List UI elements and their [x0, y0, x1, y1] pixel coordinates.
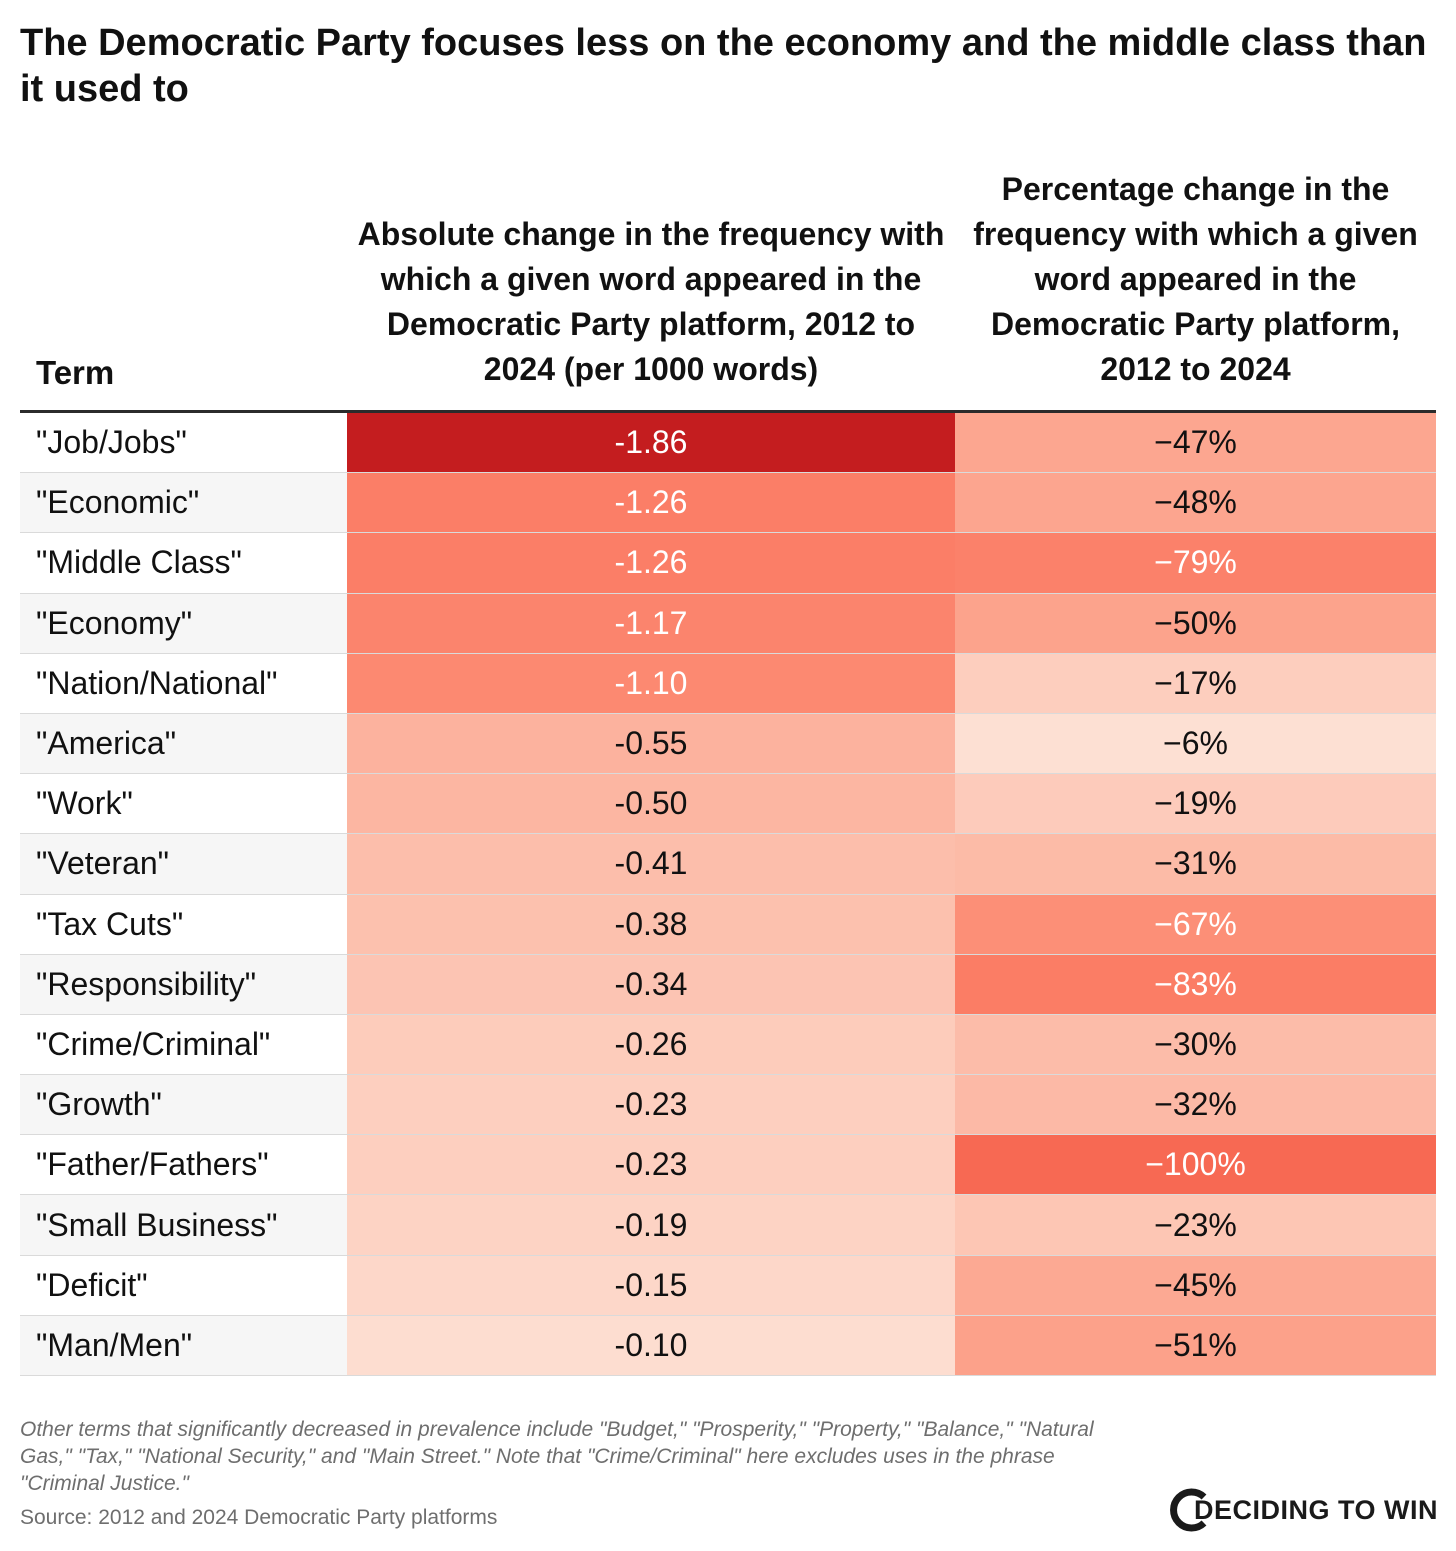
term-cell: "Work": [36, 785, 133, 822]
term-cell: "Economic": [20, 473, 347, 533]
table-row: "Deficit" -0.15 −45%: [20, 1255, 1436, 1316]
term-cell: "Responsibility": [20, 954, 347, 1014]
percentage-change-cell: −17%: [955, 653, 1436, 713]
term-cell: "Veteran": [20, 834, 347, 894]
absolute-change-cell: -1.86: [347, 413, 955, 473]
absolute-change-cell: -0.15: [347, 1255, 955, 1315]
absolute-change-cell: -0.26: [347, 1014, 955, 1075]
percentage-change-cell: −6%: [955, 713, 1436, 774]
table-body: "Job/Jobs" -1.86 −47% "Economic" -1.26 −48% "M…: [20, 413, 1436, 1376]
term-cell: "Job/Jobs": [36, 424, 187, 461]
table-row: "Veteran" -0.41 −31%: [20, 834, 1436, 895]
table-row: "Economy" -1.17 −50%: [20, 593, 1436, 654]
percentage-change-cell: −83%: [955, 954, 1436, 1014]
term-cell: "Father/Fathers": [36, 1146, 269, 1183]
table-row: "Growth" -0.23 −32%: [20, 1075, 1436, 1136]
absolute-change-cell: -0.19: [347, 1195, 955, 1255]
absolute-change-cell: -1.10: [347, 653, 955, 713]
data-table: Term Absolute change in the frequency wi…: [20, 171, 1436, 1376]
header-absolute-change: Absolute change in the frequency with wh…: [357, 216, 945, 387]
absolute-change-cell: -0.38: [347, 894, 955, 954]
chart-title: The Democratic Party focuses less on the…: [20, 22, 1427, 110]
table-row: "Nation/National" -1.10 −17%: [20, 653, 1436, 714]
percentage-change-cell: −51%: [955, 1315, 1436, 1375]
table-row: "Work" -0.50 −19%: [20, 774, 1436, 835]
percentage-change-cell: −47%: [955, 413, 1436, 473]
term-cell: "America": [20, 713, 347, 774]
term-cell: "Small Business": [20, 1195, 347, 1255]
absolute-change-cell: -1.26: [347, 473, 955, 533]
absolute-change-cell: -0.10: [347, 1315, 955, 1375]
percentage-change-cell: −67%: [955, 894, 1436, 954]
header-percentage-change: Percentage change in the frequency with …: [973, 171, 1418, 387]
absolute-change-cell: -1.17: [347, 593, 955, 653]
source-note: Source: 2012 and 2024 Democratic Party p…: [20, 1506, 498, 1529]
percentage-change-cell: −50%: [955, 593, 1436, 653]
table-row: "Small Business" -0.19 −23%: [20, 1195, 1436, 1256]
term-cell: "Middle Class": [36, 544, 242, 581]
brand-name: DECIDING TO WIN: [1193, 1494, 1438, 1525]
table-row: "Man/Men" -0.10 −51%: [20, 1315, 1436, 1376]
term-cell: "Deficit": [36, 1266, 148, 1303]
absolute-change-cell: -1.26: [347, 533, 955, 593]
absolute-change-cell: -0.41: [347, 834, 955, 894]
term-cell: "Economy": [20, 593, 347, 653]
percentage-change-cell: −100%: [955, 1135, 1436, 1195]
percentage-change-cell: −48%: [955, 473, 1436, 533]
table-row: "Job/Jobs" -1.86 −47%: [20, 413, 1436, 474]
percentage-change-cell: −45%: [955, 1255, 1436, 1315]
table-row: "Middle Class" -1.26 −79%: [20, 533, 1436, 594]
absolute-change-cell: -0.34: [347, 954, 955, 1014]
table-row: "America" -0.55 −6%: [20, 713, 1436, 775]
logo-c-icon: [1170, 1488, 1207, 1532]
header-term: Term: [36, 354, 115, 391]
term-cell: "Nation/National": [36, 664, 278, 701]
absolute-change-cell: -0.23: [347, 1135, 955, 1195]
term-cell: "Crime/Criminal": [36, 1025, 271, 1062]
term-cell: "Man/Men": [20, 1315, 347, 1375]
absolute-change-cell: -0.50: [347, 774, 955, 834]
table-header: Term Absolute change in the frequency wi…: [20, 171, 1436, 413]
percentage-change-cell: −23%: [955, 1195, 1436, 1255]
brand-logo: DECIDING TO WIN: [1168, 1488, 1438, 1532]
term-cell: "Growth": [20, 1075, 347, 1135]
table-row: "Economic" -1.26 −48%: [20, 473, 1436, 534]
absolute-change-cell: -0.55: [347, 713, 955, 774]
table-row: "Crime/Criminal" -0.26 −30%: [20, 1014, 1436, 1076]
percentage-change-cell: −19%: [955, 774, 1436, 834]
percentage-change-cell: −32%: [955, 1075, 1436, 1135]
percentage-change-cell: −30%: [955, 1014, 1436, 1075]
table-row: "Responsibility" -0.34 −83%: [20, 954, 1436, 1015]
table-row: "Tax Cuts" -0.38 −67%: [20, 894, 1436, 955]
table-row: "Father/Fathers" -0.23 −100%: [20, 1135, 1436, 1196]
percentage-change-cell: −79%: [955, 533, 1436, 593]
term-cell: "Tax Cuts": [36, 905, 184, 942]
percentage-change-cell: −31%: [955, 834, 1436, 894]
footnote: Other terms that significantly decreased…: [20, 1418, 1094, 1495]
absolute-change-cell: -0.23: [347, 1075, 955, 1135]
